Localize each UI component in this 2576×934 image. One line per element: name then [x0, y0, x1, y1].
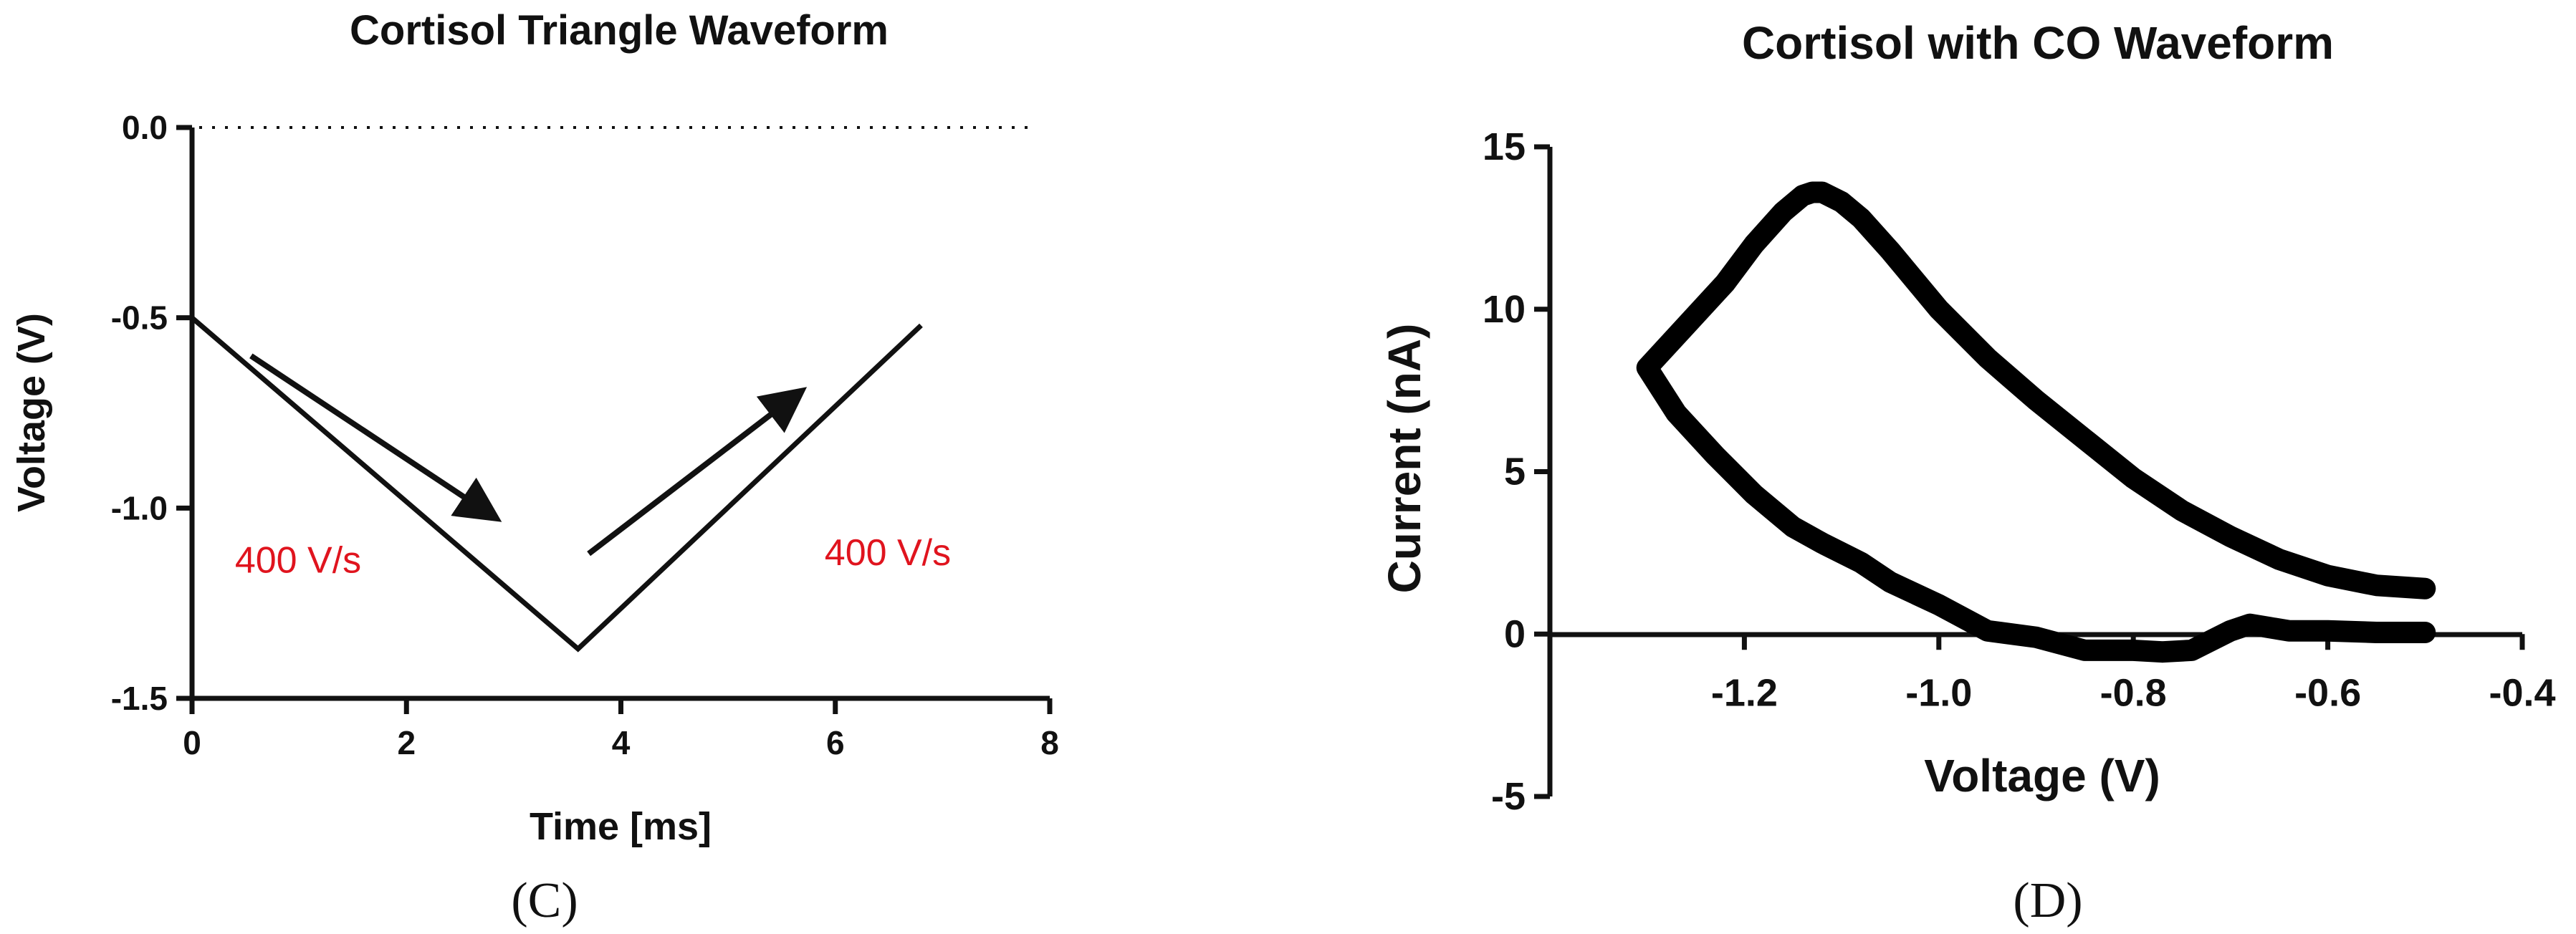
panel-c-x-axis-label: Time [ms]	[530, 805, 712, 848]
panel-c-waveform-line	[190, 316, 923, 653]
panel-c-y-tick-label: -1.5	[111, 680, 168, 717]
panel-c-scan-rate-label-right: 400 V/s	[825, 532, 951, 574]
panel-d-x-tick-label: -1.2	[1711, 671, 1778, 714]
panel-c-title: Cortisol Triangle Waveform	[350, 7, 889, 54]
panel-c-y-axis-label: Voltage (V)	[10, 313, 53, 512]
panel-d-label: (D)	[2013, 873, 2082, 928]
panel-c-y-tick-label: 0.0	[122, 109, 168, 146]
panel-d-x-tick-label: -0.6	[2294, 671, 2361, 714]
panel-c-x-tick-label: 4	[612, 724, 631, 761]
panel-c-x-tick-label: 0	[183, 724, 201, 761]
panel-c-x-tick-label: 2	[397, 724, 416, 761]
panel-c-descending-arrow	[249, 353, 502, 522]
panel-d-chart: Cortisol with CO Waveform -5 0 5 10 15 -1.2 -…	[1379, 17, 2556, 928]
panel-c-x-tick-label: 8	[1040, 724, 1059, 761]
panel-c-y-tick-label: -0.5	[111, 299, 168, 337]
panel-c-ascending-arrow	[587, 387, 808, 557]
panel-d-y-tick-label: 5	[1504, 451, 1526, 494]
panel-d-x-tick-label: -1.0	[1905, 671, 1972, 714]
panel-d-x-tick-label: -0.8	[2100, 671, 2167, 714]
panel-d-voltammogram-line	[1636, 181, 2436, 663]
panel-c-chart: Cortisol Triangle Waveform 0.0 -0.5 -1.0 -1…	[10, 7, 1059, 928]
panel-c-x-tick-label: 6	[826, 724, 845, 761]
panel-c-y-tick-label: -1.0	[111, 489, 168, 526]
panel-d-y-axis-label: Current (nA)	[1379, 324, 1430, 594]
panel-d-y-tick-label: 0	[1504, 612, 1526, 655]
panel-d-x-tick-label: -0.4	[2489, 671, 2555, 714]
panel-d-y-tick-label: 10	[1483, 288, 1526, 331]
panel-d-x-axis-label: Voltage (V)	[1924, 750, 2160, 801]
panel-c-scan-rate-label-left: 400 V/s	[235, 540, 361, 582]
panel-c-label: (C)	[511, 873, 578, 928]
panel-d-y-tick-label: 15	[1483, 125, 1526, 168]
panel-d-title: Cortisol with CO Waveform	[1742, 17, 2334, 69]
panel-d-y-tick-label: -5	[1491, 775, 1526, 818]
